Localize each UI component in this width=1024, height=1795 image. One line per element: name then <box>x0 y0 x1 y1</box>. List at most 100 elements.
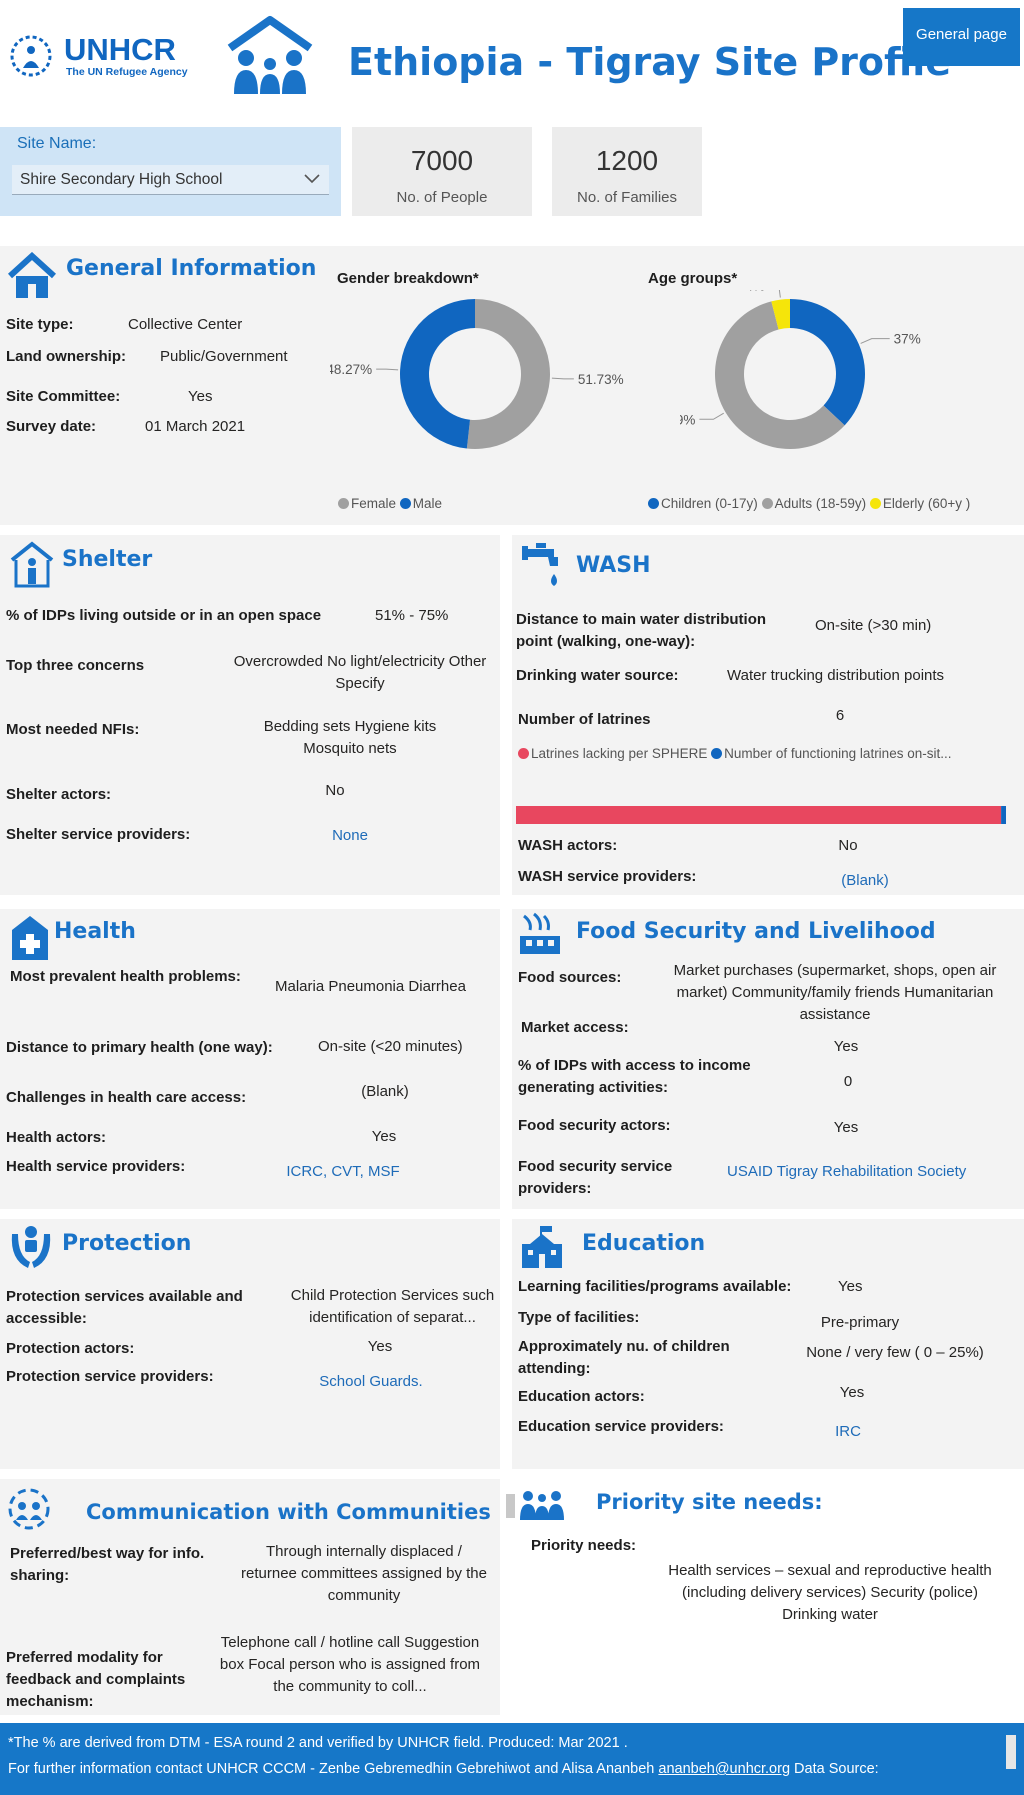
page-title: Ethiopia - Tigray Site Profile <box>348 40 951 84</box>
income-value: 0 <box>843 1073 853 1090</box>
slice-adults-18-59y[interactable] <box>715 301 845 449</box>
data-label-male: 48.27% <box>330 362 372 377</box>
health-providers-value: ICRC, CVT, MSF <box>286 1163 400 1180</box>
education-providers-value: IRC <box>835 1423 861 1440</box>
leader-line-children-0-17y <box>860 338 890 344</box>
people-count: 7000 <box>410 145 474 176</box>
age-chart-title: Age groups* <box>648 270 738 287</box>
survey-date-label: Survey date: <box>6 418 97 435</box>
priority-scrollbar[interactable] <box>506 1494 515 1518</box>
footer: *The % are derived from DTM - ESA round … <box>0 1723 1024 1795</box>
learning-facilities-value: Yes <box>838 1278 863 1295</box>
latrines-label: Number of latrines <box>518 711 651 728</box>
family-home-icon <box>227 16 313 94</box>
food-providers-value: USAID Tigray Rehabilitation Society <box>727 1163 967 1180</box>
families-card: 1200 No. of Families <box>552 127 702 216</box>
legend-dot-elderly <box>869 498 881 509</box>
income-label: % of IDPs with access to income generati… <box>518 1057 751 1096</box>
slice-children-0-17y[interactable] <box>790 299 865 426</box>
shelter-providers-value: None <box>332 827 368 844</box>
priority-title: Priority site needs: <box>596 1490 823 1514</box>
learning-facilities-label: Learning facilities/programs available: <box>518 1278 792 1295</box>
protection-title: Protection <box>62 1231 192 1256</box>
food-panel <box>512 909 1024 1209</box>
general-page-button[interactable]: General page <box>903 8 1020 66</box>
nfi-value: Bedding sets Hygiene kits Mosquito nets <box>263 718 437 757</box>
site-name-slicer: Site Name: Shire Secondary High School <box>0 127 341 216</box>
wash-providers-label: WASH service providers: <box>518 868 697 885</box>
footer-data-source: Data Source: <box>790 1761 879 1777</box>
legend-children-label: Children (0-17y) <box>661 496 758 511</box>
protection-panel <box>0 1219 500 1469</box>
slice-elderly-60-y[interactable] <box>771 299 790 330</box>
legend-female: Female <box>338 496 396 511</box>
legend-dot-female <box>338 498 349 509</box>
shelter-panel <box>0 535 500 895</box>
food-sources-value: Market purchases (supermarket, shops, op… <box>673 962 997 1023</box>
leader-line-adults-18-59y <box>699 412 724 420</box>
shelter-actors-label: Shelter actors: <box>6 786 112 803</box>
footer-note: *The % are derived from DTM - ESA round … <box>8 1735 628 1751</box>
health-distance-label: Distance to primary health (one way): <box>6 1039 273 1056</box>
legend-dot-adults <box>761 498 773 509</box>
general-info-title: General Information <box>66 256 317 281</box>
outside-label: % of IDPs living outside or in an open s… <box>6 607 322 624</box>
wash-providers-value: (Blank) <box>841 872 889 889</box>
legend-male: Male <box>399 496 442 511</box>
legend-dot-functioning <box>711 748 723 759</box>
wash-actors-label: WASH actors: <box>518 837 618 854</box>
legend-elderly: Elderly (60+y ) <box>869 496 971 511</box>
wash-actors-value: No <box>838 837 858 854</box>
info-sharing-label: Preferred/best way for info. sharing: <box>10 1545 205 1584</box>
latrine-legend: Latrines lacking per SPHERE Number of fu… <box>518 746 951 761</box>
food-icon <box>520 912 560 954</box>
land-ownership-value: Public/Government <box>160 348 288 365</box>
gender-donut-chart: 51.73% 48.27% <box>330 299 624 449</box>
footer-scrollbar[interactable] <box>1006 1735 1016 1769</box>
food-actors-label: Food security actors: <box>518 1117 671 1134</box>
house-icon <box>8 252 56 298</box>
food-title: Food Security and Livelihood <box>576 919 936 944</box>
food-sources-label: Food sources: <box>518 969 622 986</box>
data-label-children-0-17y: 37% <box>894 332 921 347</box>
school-icon <box>522 1226 562 1268</box>
priority-needs-value: Health services – sexual and reproductiv… <box>668 1562 992 1623</box>
leader-line-male <box>376 368 399 371</box>
site-name-dropdown[interactable]: Shire Secondary High School <box>12 165 329 195</box>
legend-elderly-label: Elderly (60+y ) <box>882 496 971 511</box>
gender-chart-title: Gender breakdown* <box>337 270 479 287</box>
education-actors-label: Education actors: <box>518 1388 645 1405</box>
protection-providers-value: School Guards. <box>319 1373 423 1390</box>
footer-email-link[interactable]: ananbeh@unhcr.org <box>658 1761 791 1777</box>
facility-type-value: Pre-primary <box>820 1314 900 1331</box>
protection-actors-label: Protection actors: <box>6 1340 135 1357</box>
data-label-adults-18-59y: 59% <box>680 412 695 427</box>
bar-latrines-lacking-per-sphere[interactable] <box>516 806 1002 824</box>
families-count: 1200 <box>595 145 659 176</box>
info-sharing-value: Through internally displaced / returnee … <box>241 1543 487 1604</box>
leader-line-elderly-60-y <box>778 290 781 298</box>
slice-female[interactable] <box>466 299 550 449</box>
data-label-elderly-60-y: 4% <box>745 290 765 294</box>
leader-line-female <box>551 377 574 380</box>
families-label: No. of Families <box>576 189 678 206</box>
food-providers-label: Food security service providers: <box>518 1158 673 1197</box>
shelter-icon <box>10 541 54 588</box>
health-problems-label: Most prevalent health problems: <box>10 968 241 985</box>
shelter-providers-label: Shelter service providers: <box>6 826 191 843</box>
food-actors-value: Yes <box>833 1119 859 1136</box>
communication-panel <box>0 1479 500 1715</box>
slice-male[interactable] <box>400 299 475 449</box>
site-name-value: Shire Secondary High School <box>20 171 223 188</box>
education-title: Education <box>582 1231 706 1256</box>
shelter-title: Shelter <box>62 547 153 572</box>
protection-services-value: Child Protection Services such identific… <box>290 1287 495 1326</box>
wash-title: WASH <box>576 553 651 578</box>
site-type-value: Collective Center <box>128 316 243 333</box>
site-type-label: Site type: <box>6 316 74 333</box>
land-ownership-label: Land ownership: <box>6 348 126 365</box>
health-actors-value: Yes <box>371 1128 397 1145</box>
bar-number-of-functioning-latrines-on-sit[interactable] <box>1001 806 1006 824</box>
market-access-label: Market access: <box>521 1019 629 1036</box>
children-attending-label: Approximately nu. of children attending: <box>518 1338 730 1377</box>
